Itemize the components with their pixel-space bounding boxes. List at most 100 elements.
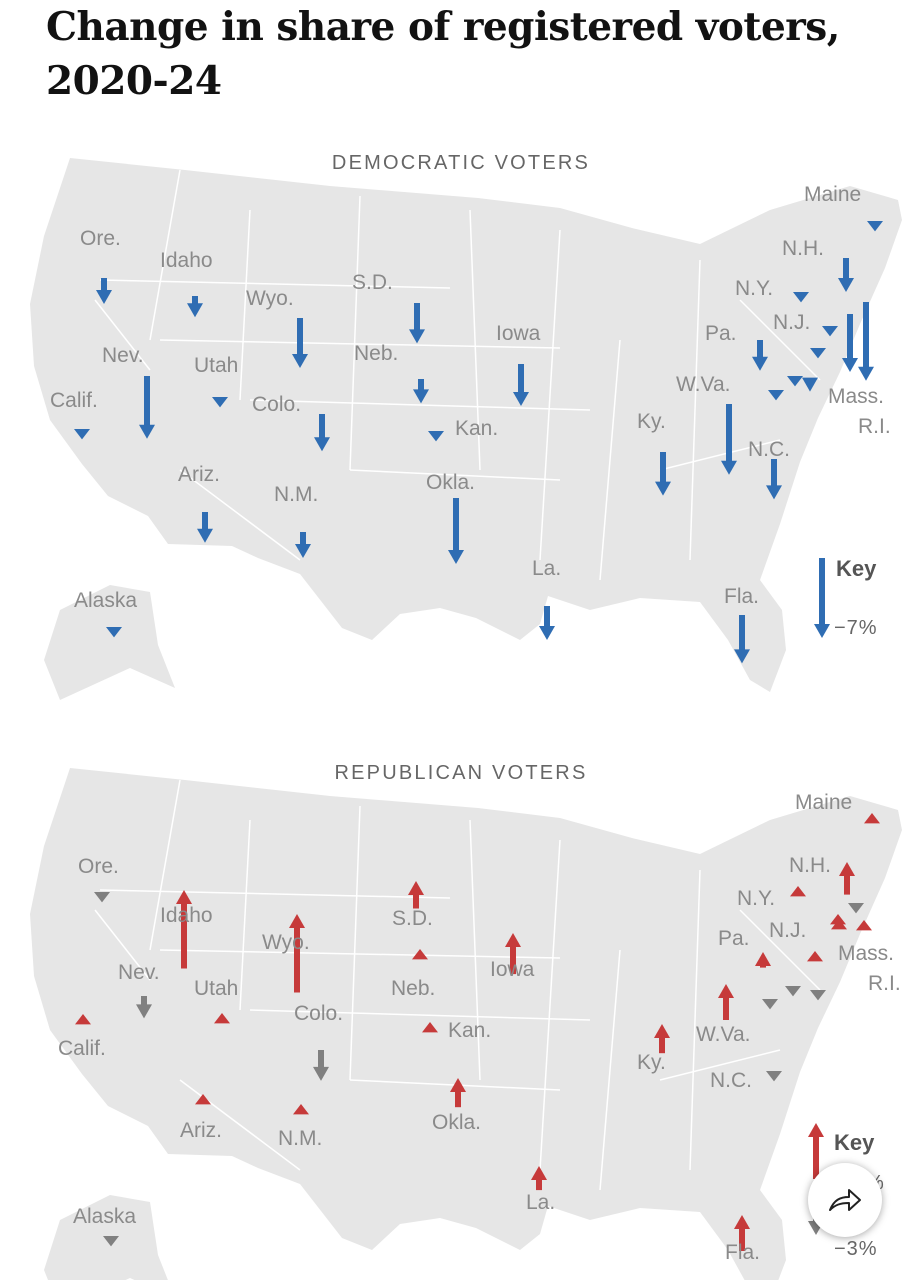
change-arrow-maine <box>864 813 880 824</box>
change-arrow-extra <box>802 377 818 392</box>
change-arrow-pa <box>755 952 771 968</box>
state-label: Idaho <box>160 249 213 272</box>
change-arrow-colo <box>313 1050 329 1081</box>
change-arrow-utah <box>212 397 228 408</box>
change-arrow-la <box>539 606 555 640</box>
state-label: Wyo. <box>262 931 310 954</box>
change-arrow-vt <box>830 914 846 925</box>
state-label: S.D. <box>392 907 433 930</box>
state-border <box>659 1049 781 1081</box>
state-label: Fla. <box>725 1241 761 1264</box>
state-border <box>94 299 151 371</box>
key-title: Key <box>836 556 877 581</box>
change-arrow-nh <box>838 258 854 292</box>
change-arrow-md <box>762 999 778 1010</box>
change-arrow-wyo <box>292 318 308 368</box>
state-label: Neb. <box>391 977 436 1000</box>
state-label: Ky. <box>637 1051 666 1074</box>
state-border <box>599 339 621 581</box>
change-arrow-fla <box>734 1215 750 1251</box>
key-value: −3% <box>834 1238 878 1260</box>
change-arrow-conn <box>807 951 823 962</box>
state-border <box>599 949 621 1191</box>
state-border <box>99 279 451 289</box>
state-border <box>349 469 561 481</box>
change-arrow-wva <box>721 404 737 475</box>
state-label: N.H. <box>789 854 831 877</box>
state-border <box>689 869 701 1171</box>
alaska-landmass <box>44 585 175 700</box>
change-arrow-nev <box>136 996 152 1019</box>
state-border <box>469 819 481 1081</box>
state-label: N.Y. <box>737 887 776 910</box>
state-border <box>659 439 781 471</box>
change-arrow-nc <box>766 459 782 500</box>
state-label: N.J. <box>769 919 807 942</box>
map-canvas <box>30 768 902 1280</box>
map-canvas <box>30 158 902 700</box>
change-arrow-ny <box>790 886 806 897</box>
state-label: Ariz. <box>180 1119 222 1142</box>
share-arrow-icon <box>829 1189 861 1211</box>
state-label: W.Va. <box>696 1023 751 1046</box>
change-arrow-extra <box>768 390 784 401</box>
change-arrow-ri <box>842 314 858 372</box>
change-arrow-nm <box>293 1104 309 1115</box>
state-label: S.D. <box>352 271 393 294</box>
state-label: Okla. <box>432 1111 482 1134</box>
change-arrow-ri <box>856 920 872 931</box>
state-label: Nev. <box>118 961 160 984</box>
state-border <box>249 399 591 411</box>
key-arrow-up <box>808 1123 824 1179</box>
state-label: Okla. <box>426 471 476 494</box>
change-arrow-nev <box>139 376 155 439</box>
state-label: Nev. <box>102 344 144 367</box>
change-arrow-idaho <box>187 296 203 318</box>
state-label: Calif. <box>58 1037 106 1060</box>
state-border <box>239 819 251 1011</box>
share-button[interactable] <box>808 1163 882 1237</box>
key-value: −7% <box>834 617 878 639</box>
state-border <box>179 1079 301 1171</box>
panel-title: DEMOCRATIC VOTERS <box>331 152 591 174</box>
state-label: Alaska <box>74 589 138 612</box>
change-arrow-fla <box>734 615 750 664</box>
state-border <box>689 259 701 561</box>
change-arrow-nm <box>295 532 311 558</box>
change-arrow-extra <box>810 348 826 359</box>
state-label: Alaska <box>73 1205 137 1228</box>
state-label: Utah <box>194 977 239 1000</box>
change-arrow-alaska <box>103 1236 119 1247</box>
change-arrow-calif <box>74 429 90 440</box>
key-arrow <box>814 558 830 638</box>
change-arrow-pa <box>752 340 768 371</box>
state-label: Kan. <box>455 417 499 440</box>
change-arrow-neb <box>413 379 429 404</box>
change-arrow-ore <box>94 892 110 903</box>
state-border <box>94 909 151 981</box>
change-arrow-wva <box>718 984 734 1020</box>
state-label: R.I. <box>868 972 901 995</box>
us-landmass <box>30 158 902 692</box>
change-arrow-nc <box>766 1071 782 1082</box>
state-label: La. <box>526 1191 556 1214</box>
state-label: N.C. <box>748 438 790 461</box>
change-arrow-ariz <box>197 512 213 543</box>
state-label: N.H. <box>782 237 824 260</box>
state-border <box>349 805 361 1081</box>
change-arrow-wyo <box>289 914 305 993</box>
state-border <box>99 889 451 899</box>
change-arrow-alaska <box>106 627 122 638</box>
state-label: Iowa <box>490 958 535 981</box>
state-label: Wyo. <box>246 287 294 310</box>
change-arrow-ny <box>793 292 809 303</box>
state-border <box>249 1009 591 1021</box>
change-arrow-sd <box>409 303 425 344</box>
state-label: La. <box>532 557 562 580</box>
change-arrow-va <box>810 990 826 1001</box>
state-label: R.I. <box>858 415 891 438</box>
change-arrow-ore <box>96 278 112 304</box>
state-label: Pa. <box>718 927 750 950</box>
state-label: Calif. <box>50 389 98 412</box>
panel-title: REPUBLICAN VOTERS <box>334 762 588 784</box>
